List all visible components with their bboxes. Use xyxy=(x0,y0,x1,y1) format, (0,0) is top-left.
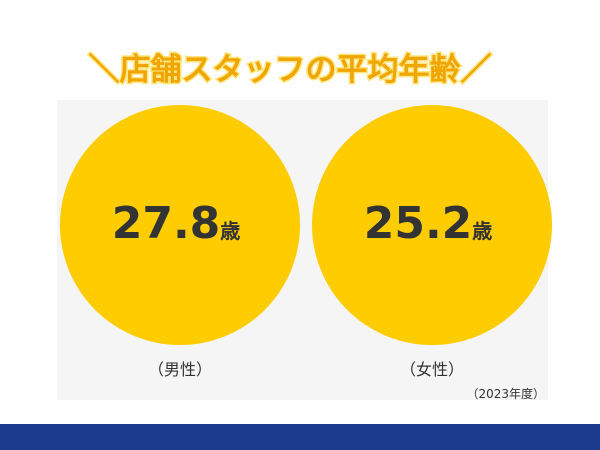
age-unit: 歳 xyxy=(472,219,492,243)
age-unit: 歳 xyxy=(220,219,240,243)
age-number: 27.8 xyxy=(112,198,221,249)
circle xyxy=(312,105,552,345)
note: （2023年度） xyxy=(466,386,545,401)
age-value: 25.2歳 xyxy=(364,198,493,249)
footer-bar xyxy=(0,424,600,450)
age-value: 27.8歳 xyxy=(112,198,241,249)
age-number: 25.2 xyxy=(364,198,473,249)
circle xyxy=(60,105,300,345)
items: 27.8歳（男性）25.2歳（女性） xyxy=(60,105,552,379)
group-label: （女性） xyxy=(400,360,464,379)
group-label: （男性） xyxy=(148,360,212,379)
title: ＼店舗スタッフの平均年齢／ xyxy=(89,52,492,88)
